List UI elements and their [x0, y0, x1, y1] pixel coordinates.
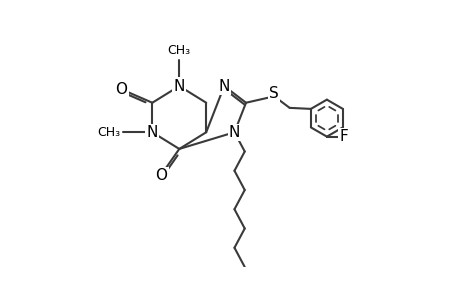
Text: O: O [155, 168, 167, 183]
Text: N: N [173, 79, 185, 94]
Text: N: N [146, 125, 158, 140]
Text: S: S [269, 86, 279, 101]
Text: CH₃: CH₃ [97, 126, 120, 139]
Text: O: O [115, 82, 127, 98]
Text: N: N [228, 125, 240, 140]
Text: CH₃: CH₃ [168, 44, 190, 57]
Text: N: N [218, 79, 230, 94]
Text: F: F [338, 129, 347, 144]
